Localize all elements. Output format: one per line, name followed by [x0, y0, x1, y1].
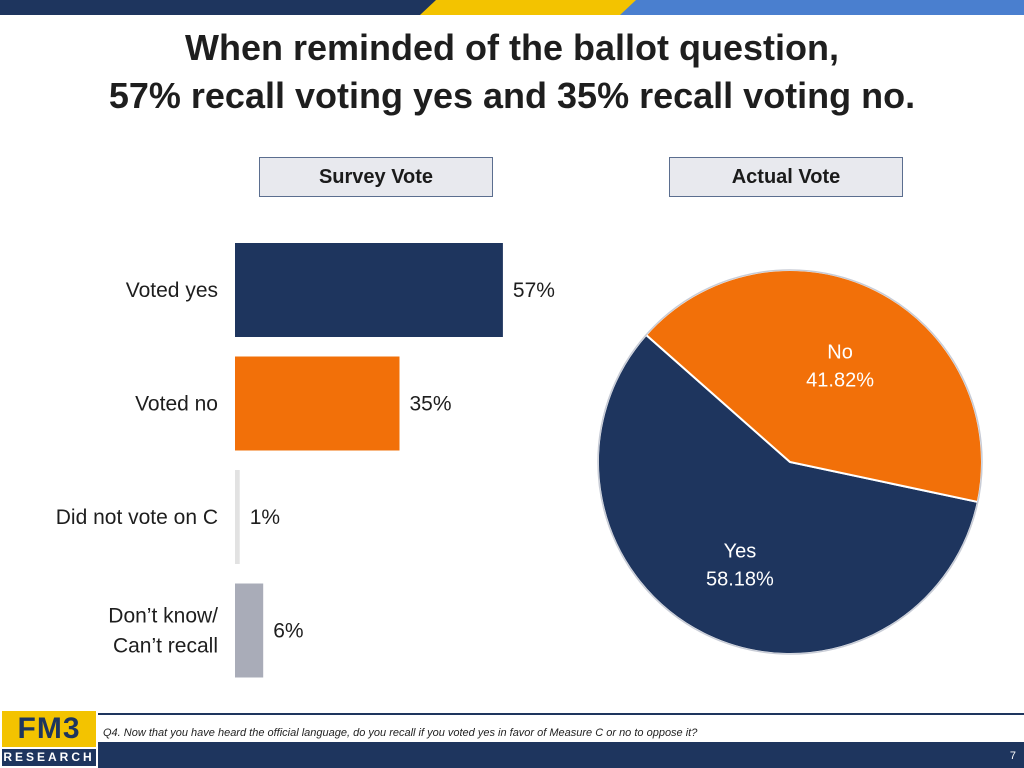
question-footnote: Q4. Now that you have heard the official… [103, 727, 698, 739]
bar-1 [235, 356, 400, 451]
pie-value-label-0: 58.18% [706, 568, 774, 590]
footer-band [0, 742, 1024, 768]
fm3-research-logo: FM3 RESEARCH [0, 709, 98, 768]
actual-vote-pie-chart: Yes 58.18% No 41.82% [597, 269, 983, 655]
category-label-3: Don’t know/Can’t recall [108, 605, 218, 658]
actual-vote-label: Actual Vote [669, 157, 903, 197]
footer-divider [0, 713, 1024, 715]
pie-category-label-0: Yes [724, 540, 757, 562]
page-number: 7 [1009, 750, 1016, 762]
pie-outline [597, 269, 983, 655]
category-label-2: Did not vote on C [56, 506, 218, 529]
survey-vote-label: Survey Vote [259, 157, 493, 197]
value-label-0: 57% [513, 279, 555, 302]
value-label-2: 1% [250, 506, 280, 529]
logo-wordmark: FM3 [2, 711, 96, 747]
top-decorative-bar [0, 0, 1024, 15]
title-line-1: When reminded of the ballot question, [185, 27, 839, 68]
bar-2 [235, 470, 240, 564]
survey-vote-bar-chart: Voted yes 57% Voted no 35% Did not vote on C… [56, 243, 555, 678]
value-label-3: 6% [273, 620, 303, 643]
page-title: When reminded of the ballot question, 57… [0, 24, 1024, 120]
category-label-1: Voted no [135, 393, 218, 416]
value-label-1: 35% [410, 393, 452, 416]
category-label-0: Voted yes [126, 279, 218, 302]
title-line-2: 57% recall voting yes and 35% recall vot… [108, 75, 916, 116]
pie-value-label-1: 41.82% [806, 370, 874, 392]
logo-subtitle: RESEARCH [2, 749, 96, 766]
pie-category-label-1: No [827, 342, 853, 364]
bar-0 [235, 243, 503, 337]
bar-3 [235, 583, 264, 678]
